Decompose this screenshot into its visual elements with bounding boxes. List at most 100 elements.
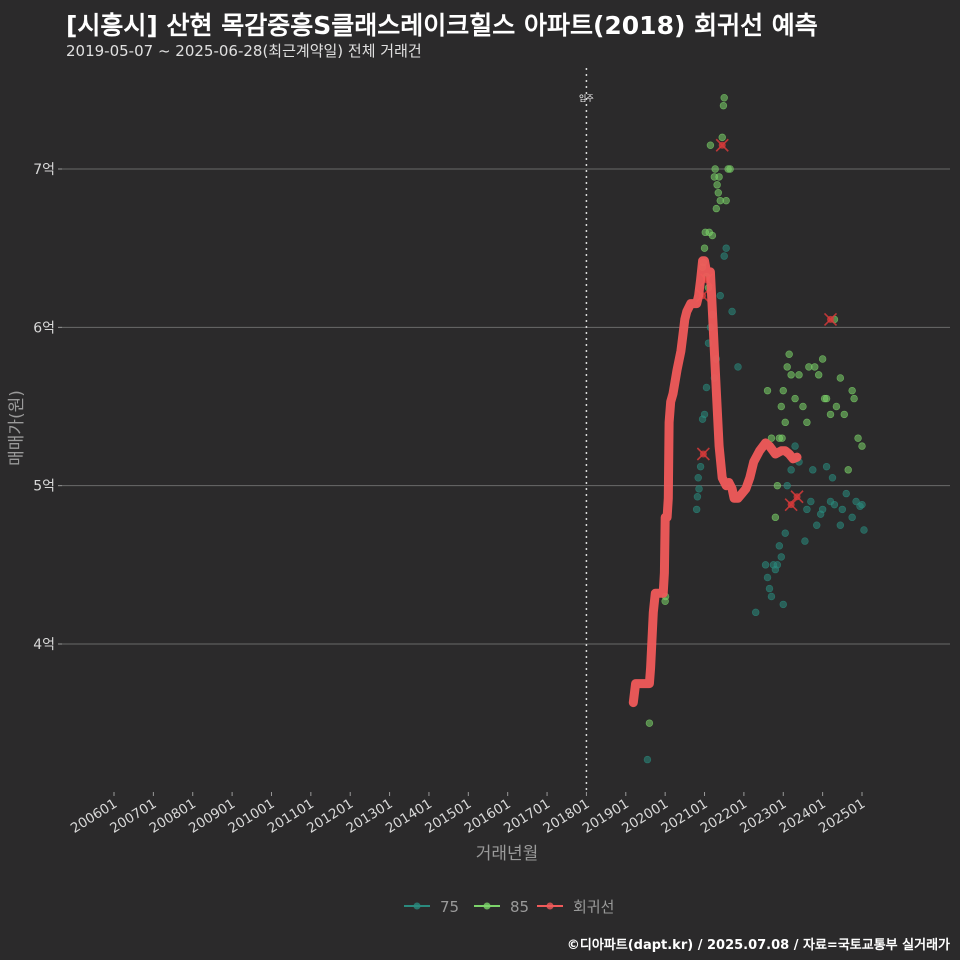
y-tick-label: 7억	[33, 162, 55, 178]
data-point	[830, 500, 839, 509]
data-point	[713, 181, 721, 189]
data-point	[779, 600, 787, 609]
chart-title: [시흥시] 산현 목감중흥S클래스레이크힐스 아파트(2018) 회귀선 예측	[66, 11, 818, 40]
data-point	[700, 410, 709, 419]
data-point	[799, 402, 807, 411]
data-point	[773, 481, 782, 490]
data-point	[803, 418, 811, 427]
series-75	[643, 244, 868, 764]
data-point	[781, 529, 789, 537]
data-point	[722, 196, 730, 205]
y-tick-label: 5억	[33, 479, 55, 495]
chart-subtitle: 2019-05-07 ~ 2025-06-28(최근계약일) 전체 거래건	[66, 42, 422, 60]
outlier-mark	[696, 447, 710, 461]
data-point	[848, 386, 856, 395]
data-point	[767, 592, 776, 601]
data-point	[692, 505, 701, 514]
data-point	[832, 402, 841, 411]
data-point	[763, 573, 772, 582]
data-point	[752, 608, 760, 617]
data-point	[781, 418, 789, 427]
data-point	[765, 584, 774, 593]
data-point	[791, 394, 799, 403]
outlier-mark	[715, 138, 729, 152]
data-point	[775, 542, 784, 550]
data-point	[728, 307, 736, 316]
data-point	[787, 371, 795, 379]
data-point	[860, 526, 868, 534]
data-point	[785, 350, 793, 358]
move-in-label: 입주	[579, 94, 594, 103]
data-point	[777, 402, 785, 411]
legend-swatch-dot	[483, 902, 491, 910]
data-point	[718, 133, 726, 142]
data-point	[818, 355, 827, 363]
data-point	[809, 466, 817, 474]
data-point	[695, 485, 703, 493]
legend-label: 75	[440, 898, 459, 916]
data-point	[807, 497, 815, 506]
x-axis-title: 거래년월	[476, 844, 539, 864]
y-axis: 4억 5억 6억 7억	[33, 162, 62, 653]
data-point	[795, 371, 803, 379]
data-point	[708, 231, 717, 240]
data-point	[811, 363, 819, 371]
data-point	[801, 537, 809, 545]
data-point	[803, 505, 811, 514]
outlier-mark	[823, 312, 838, 326]
data-point	[826, 410, 835, 419]
data-point	[767, 434, 776, 442]
regression-line	[628, 256, 802, 708]
data-point	[856, 502, 864, 510]
legend-swatch-dot	[546, 902, 554, 910]
legend-label: 회귀선	[573, 898, 614, 916]
data-point	[771, 513, 780, 522]
y-tick-label: 4억	[33, 637, 55, 653]
data-point	[716, 291, 724, 300]
legend-label: 85	[510, 898, 529, 916]
data-point	[696, 462, 705, 471]
data-point	[850, 394, 858, 403]
data-point	[822, 394, 831, 403]
data-point	[643, 755, 652, 764]
data-point	[779, 386, 787, 395]
data-point	[838, 505, 847, 514]
data-point	[787, 466, 795, 474]
data-point	[777, 553, 785, 561]
data-point	[726, 165, 734, 173]
data-point	[715, 173, 723, 181]
source-credit: ©디아파트(dapt.kr) / 2025.07.08 / 자료=국토교통부 실…	[566, 938, 950, 953]
data-point	[702, 383, 711, 392]
data-point	[720, 252, 728, 260]
data-point	[645, 719, 654, 727]
data-point	[844, 466, 852, 474]
data-point	[778, 434, 786, 442]
grid-lines	[62, 168, 950, 645]
data-point	[700, 244, 709, 252]
y-axis-title: 매매가(원)	[7, 390, 27, 466]
data-point	[814, 371, 823, 379]
data-point	[822, 462, 831, 471]
data-point	[712, 204, 721, 213]
x-axis: 2006012007012008012009012010012011012012…	[68, 792, 868, 837]
data-point	[722, 244, 730, 252]
y-tick-label: 6억	[33, 320, 55, 336]
data-point	[763, 386, 772, 395]
data-point	[848, 513, 856, 522]
outlier-mark	[790, 490, 804, 504]
data-point	[791, 442, 799, 450]
data-point	[852, 497, 860, 506]
data-point	[842, 489, 850, 498]
data-point	[761, 561, 770, 569]
data-point	[714, 189, 723, 197]
data-point	[858, 442, 866, 450]
data-point	[706, 141, 715, 149]
data-point	[693, 493, 702, 501]
data-point	[711, 165, 719, 173]
data-point	[854, 434, 862, 442]
data-point	[818, 505, 827, 514]
series-85	[645, 94, 866, 727]
data-point	[734, 363, 742, 371]
data-point	[828, 474, 837, 482]
